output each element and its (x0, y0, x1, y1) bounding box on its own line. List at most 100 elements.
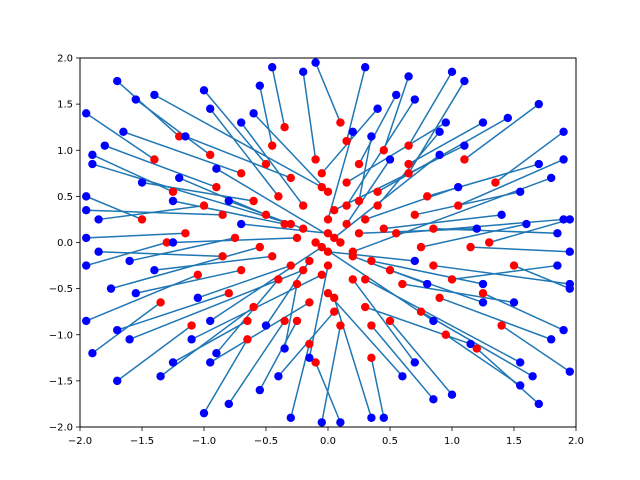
start-point (354, 159, 364, 169)
start-point (423, 192, 432, 201)
segment-line (259, 320, 298, 391)
end-point (509, 298, 519, 307)
start-point (367, 256, 376, 266)
end-point (447, 390, 457, 399)
end-point (168, 358, 178, 367)
start-point (348, 252, 357, 261)
start-point (299, 201, 308, 210)
start-point (299, 265, 308, 275)
segment-line (476, 348, 540, 405)
end-point (224, 399, 233, 409)
segment-line (358, 136, 373, 202)
end-point (361, 63, 370, 72)
end-point (193, 293, 202, 303)
y-tick-label: 0.5 (57, 192, 73, 203)
segment-line (358, 94, 397, 165)
x-tick-label: −0.5 (254, 436, 278, 447)
end-point (460, 76, 469, 86)
end-point (466, 339, 475, 349)
y-axis: −2.0 −1.5 −1.0 −0.5 0.0 0.5 1.0 1.5 2.0 (49, 54, 80, 434)
start-point (460, 155, 469, 164)
end-point (317, 418, 326, 427)
start-point (336, 238, 345, 247)
start-point (230, 233, 240, 243)
segment-line (314, 362, 342, 423)
start-point (292, 316, 302, 326)
end-point (404, 72, 413, 81)
end-point (82, 261, 91, 270)
end-point (131, 289, 140, 298)
start-point (224, 289, 233, 298)
start-point (342, 178, 351, 187)
segment-line (209, 246, 323, 322)
segment-line (327, 292, 403, 377)
start-point (330, 293, 339, 303)
start-point (330, 307, 339, 316)
end-point (410, 358, 419, 367)
start-point (187, 321, 196, 330)
segment-line (216, 168, 341, 244)
end-point (553, 261, 562, 270)
end-point (429, 316, 438, 326)
start-point (404, 169, 413, 178)
segment-line (185, 135, 292, 179)
end-point (125, 256, 134, 266)
start-point (243, 335, 252, 344)
start-point (330, 206, 339, 215)
end-point (88, 159, 97, 169)
end-point (150, 265, 159, 275)
end-point (261, 321, 271, 330)
segment-line (203, 338, 249, 414)
start-point (348, 275, 357, 284)
end-point (88, 150, 97, 160)
start-point (416, 307, 426, 316)
start-point (398, 279, 407, 289)
start-point (274, 192, 283, 201)
end-point (224, 196, 233, 206)
end-point (373, 104, 382, 113)
end-point (199, 86, 209, 95)
start-point (261, 210, 271, 220)
segment-line (129, 237, 236, 262)
start-point (373, 187, 382, 196)
segment-line (110, 246, 261, 290)
start-point (193, 270, 202, 279)
end-point (565, 367, 574, 376)
segment-line (501, 324, 571, 373)
end-point (435, 127, 444, 136)
start-point (280, 316, 289, 326)
start-point (237, 169, 246, 178)
end-point (168, 238, 178, 247)
start-point (429, 261, 438, 270)
start-point (379, 146, 388, 155)
y-tick-label: 2.0 (57, 54, 73, 65)
end-point (82, 233, 91, 243)
end-point (429, 395, 438, 404)
y-tick-label: 0.0 (57, 238, 73, 249)
segment-line (172, 200, 285, 225)
start-point (485, 238, 494, 247)
start-point (150, 155, 159, 164)
y-tick-label: −0.5 (49, 284, 73, 295)
start-point (181, 229, 190, 238)
segment-line (414, 191, 521, 216)
segment-line (85, 274, 199, 322)
end-point (187, 335, 196, 344)
segment-line (104, 144, 217, 188)
segment-line (420, 311, 533, 377)
start-point (497, 321, 506, 330)
segment-line (283, 283, 298, 349)
segment-line (228, 320, 286, 405)
segment-line (259, 85, 273, 146)
segment-line (352, 278, 416, 363)
start-point (311, 155, 320, 164)
start-point (243, 316, 252, 326)
segment-line (203, 89, 267, 165)
end-point (478, 298, 488, 307)
end-point (559, 127, 568, 136)
end-point (255, 385, 264, 395)
start-point (206, 150, 215, 160)
end-point (237, 118, 246, 127)
start-point (354, 196, 364, 206)
segment-line (240, 122, 304, 207)
